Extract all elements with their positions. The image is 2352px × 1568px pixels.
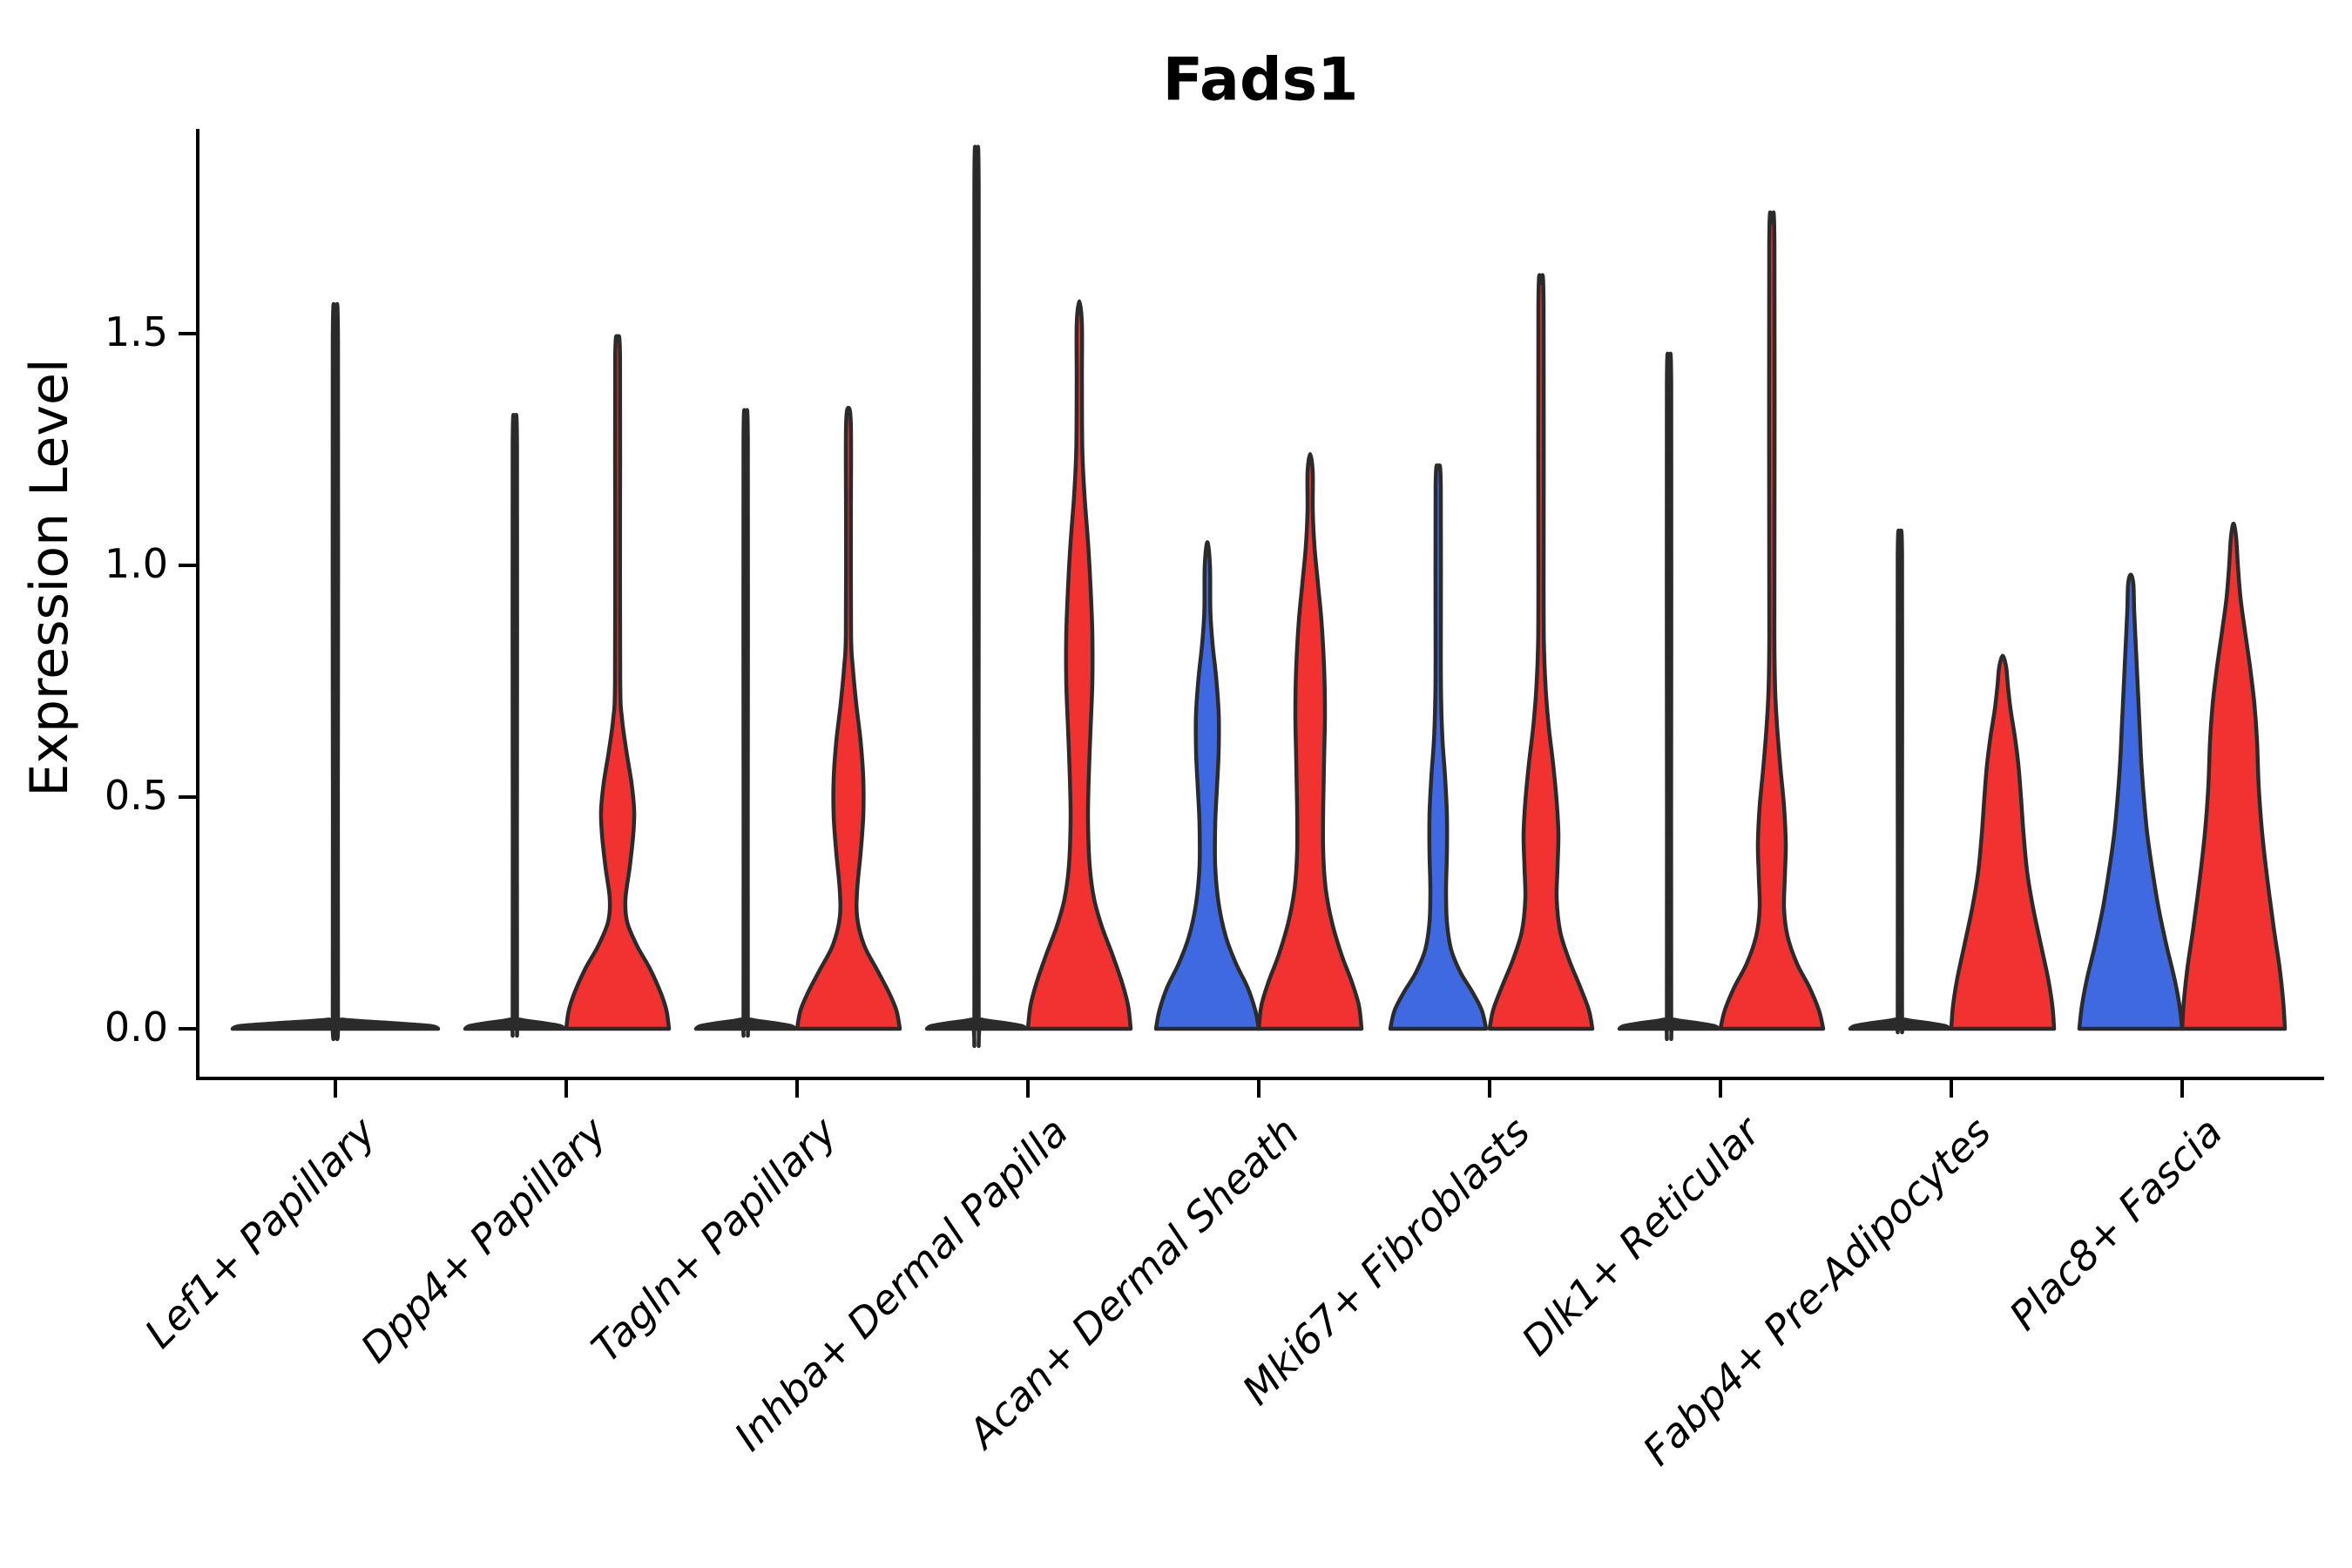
y-tick-label: 0.0 [104,1003,168,1051]
violin-dark-tagln-papillary [693,408,798,1038]
violin-blue-acan-dermal-sheath [1153,540,1261,1031]
violin-blue-mki67-fibroblasts [1388,463,1489,1031]
violin-dark-lef1-papillary [230,301,441,1042]
violin-red-inhba-dermal-papilla [1025,299,1133,1031]
violin-dark-fabp4-pre-adipocytes [1848,528,1952,1035]
y-tick-label: 1.0 [104,539,168,587]
violin-dark-dpp4-papillary [463,413,567,1038]
y-tick-label: 0.5 [104,771,168,819]
violin-blue-plac8-fascia [2077,572,2185,1031]
violin-layer [230,145,2288,1048]
y-tick-label: 1.5 [104,308,168,355]
violin-red-dpp4-papillary [564,334,672,1031]
violin-red-tagln-papillary [794,405,902,1031]
violin-red-dlk1-reticular [1718,210,1826,1031]
violin-dark-inhba-dermal-papilla [924,145,1029,1048]
violin-red-plac8-fascia [2180,521,2288,1031]
axes-layer [179,129,2324,1098]
chart-title: Fads1 [1162,45,1359,115]
violin-red-mki67-fibroblasts [1487,273,1595,1031]
violin-red-fabp4-pre-adipocytes [1949,653,2057,1031]
axis-spines [196,129,2324,1080]
violin-red-acan-dermal-sheath [1256,452,1364,1031]
y-axis-label: Expression Level [19,358,80,797]
violin-dark-dlk1-reticular [1617,351,1721,1042]
